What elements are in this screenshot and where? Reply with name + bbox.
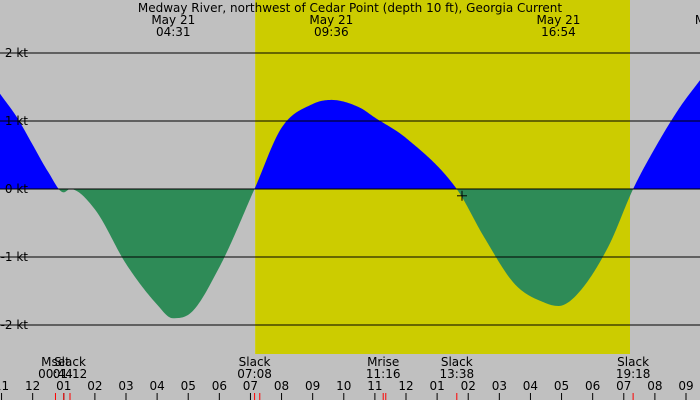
hour-tick-label: 07 bbox=[616, 379, 631, 393]
header-time-label: 04:31 bbox=[156, 25, 191, 39]
hour-tick-label: 03 bbox=[118, 379, 133, 393]
y-tick-label: 2 kt bbox=[5, 46, 28, 60]
current-time-marker bbox=[457, 190, 467, 201]
event-time-label: 19:18 bbox=[616, 367, 651, 381]
current-area bbox=[0, 80, 700, 319]
header-time-label: 16:54 bbox=[541, 25, 576, 39]
event-time-label: 07:08 bbox=[237, 367, 272, 381]
hour-tick-label: 06 bbox=[585, 379, 600, 393]
event-label: Slack bbox=[54, 355, 86, 369]
y-tick-label: -2 kt bbox=[1, 318, 29, 332]
hour-tick-label: 04 bbox=[523, 379, 538, 393]
flood-area bbox=[633, 80, 700, 189]
event-time-label: 13:38 bbox=[440, 367, 475, 381]
y-tick-label: 1 kt bbox=[5, 114, 28, 128]
hour-tick-label: 05 bbox=[181, 379, 196, 393]
header-date-label: May 21 bbox=[309, 13, 353, 27]
hour-tick-label: 08 bbox=[647, 379, 662, 393]
header-date-label: M bbox=[695, 13, 700, 27]
hour-tick-label: 12 bbox=[398, 379, 413, 393]
event-label: Slack bbox=[441, 355, 473, 369]
hour-tick-label: 01 bbox=[56, 379, 71, 393]
hour-tick-label: 09 bbox=[678, 379, 693, 393]
hour-tick-label: 01 bbox=[429, 379, 444, 393]
hour-tick-label: 08 bbox=[274, 379, 289, 393]
y-tick-label: -1 kt bbox=[1, 250, 29, 264]
event-label: Slack bbox=[239, 355, 271, 369]
gridlines bbox=[0, 52, 700, 326]
hour-tick-label: 07 bbox=[243, 379, 258, 393]
hour-tick-label: 04 bbox=[149, 379, 164, 393]
hour-tick-label: 11 bbox=[0, 379, 9, 393]
hour-tick-label: 05 bbox=[554, 379, 569, 393]
event-label: Mrise bbox=[367, 355, 399, 369]
event-time-label: 11:16 bbox=[366, 367, 401, 381]
flood-area bbox=[0, 93, 59, 189]
hour-tick-label: 12 bbox=[25, 379, 40, 393]
header-date-label: May 21 bbox=[151, 13, 195, 27]
hour-tick-label: 03 bbox=[492, 379, 507, 393]
flood-area bbox=[254, 99, 457, 189]
event-time-label: 01:12 bbox=[53, 367, 88, 381]
y-axis-ticks: 2 kt 1 kt 0 kt -1 kt -2 kt bbox=[1, 46, 29, 332]
hour-tick-label: 11 bbox=[367, 379, 382, 393]
x-axis-ticks: 11 12 01 02 03 04 05 06 07 08 09 10 11 12 01 02 03 04 05 06… bbox=[0, 379, 694, 400]
hour-tick-label: 09 bbox=[305, 379, 320, 393]
event-label: Slack bbox=[617, 355, 649, 369]
event-time-label: 00:44 bbox=[38, 367, 73, 381]
chart-title: Medway River, northwest of Cedar Point (… bbox=[138, 1, 563, 15]
ebb-area bbox=[70, 189, 255, 319]
hour-tick-label: 06 bbox=[212, 379, 227, 393]
ebb-area bbox=[456, 189, 634, 306]
event-label: Mset bbox=[41, 355, 70, 369]
header-time-label: 09:36 bbox=[314, 25, 349, 39]
hour-tick-label: 02 bbox=[87, 379, 102, 393]
header-date-label: May 21 bbox=[536, 13, 580, 27]
y-tick-label: 0 kt bbox=[5, 182, 28, 196]
hour-tick-label: 10 bbox=[336, 379, 351, 393]
hour-tick-label: 02 bbox=[461, 379, 476, 393]
event-labels: Mset00:44Slack01:12Slack07:08Mrise11:16S… bbox=[38, 355, 650, 381]
ebb-area bbox=[58, 189, 70, 193]
time-axis-band bbox=[0, 354, 700, 400]
